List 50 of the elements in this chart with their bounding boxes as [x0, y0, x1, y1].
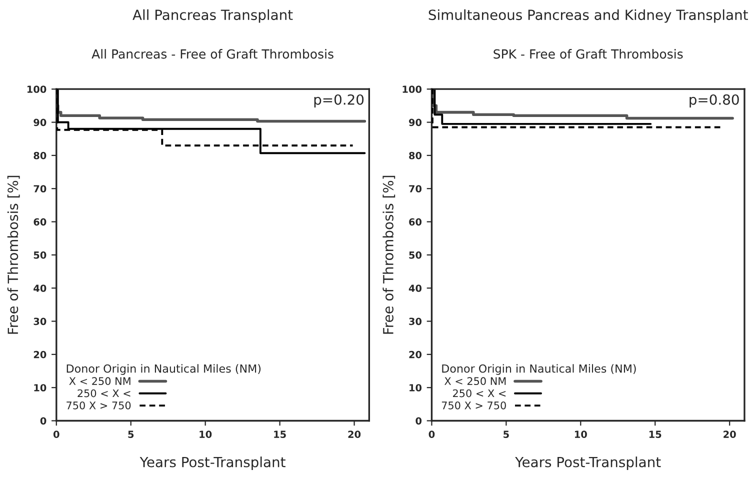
x-tick-label: 15 — [274, 430, 286, 438]
chart-subtitle: All Pancreas - Free of Graft Thrombosis — [92, 49, 334, 59]
x-tick-label: 0 — [53, 430, 60, 438]
y-tick-label: 80 — [34, 152, 46, 160]
x-tick-label: 10 — [200, 430, 212, 438]
x-tick-label: 5 — [128, 430, 134, 438]
y-tick-label: 20 — [409, 350, 422, 358]
legend-label: 750 X > 750 — [442, 401, 506, 410]
y-tick-label: 10 — [34, 384, 46, 392]
legend-label: X < 250 NM — [69, 377, 130, 386]
y-tick-label: 0 — [416, 417, 422, 425]
x-tick-label: 0 — [428, 430, 435, 438]
y-tick-label: 10 — [410, 384, 422, 392]
y-axis-title: Free of Thrombosis [%] — [7, 176, 20, 334]
x-axis-title: Years Post-Transplant — [140, 456, 286, 470]
legend-label: 250 < X < — [78, 389, 130, 398]
y-tick-label: 100 — [27, 86, 46, 93]
y-tick-label: 70 — [34, 185, 46, 192]
y-tick-label: 100 — [402, 86, 422, 93]
y-tick-label: 90 — [34, 118, 46, 126]
y-tick-label: 60 — [409, 218, 422, 226]
x-tick-label: 20 — [724, 430, 736, 438]
y-tick-label: 40 — [34, 284, 46, 292]
y-tick-label: 70 — [409, 185, 422, 192]
y-tick-label: 0 — [40, 417, 46, 425]
chart-title: Simultaneous Pancreas and Kidney Transplant — [428, 9, 748, 23]
x-axis-title: Years Post-Transplant — [515, 456, 661, 470]
legend-label: 250 < X < — [453, 389, 506, 398]
y-axis-title: Free of Thrombosis [%] — [382, 176, 396, 334]
x-tick-label: 15 — [649, 430, 662, 438]
x-tick-label: 5 — [504, 430, 509, 438]
chart-title: All Pancreas Transplant — [132, 9, 293, 23]
annotation: p=0.80 — [690, 94, 739, 108]
legend-label: X < 250 NM — [444, 377, 506, 386]
y-tick-label: 30 — [409, 318, 422, 326]
annotation: p=0.20 — [314, 94, 364, 108]
y-tick-label: 50 — [34, 251, 46, 259]
x-tick-label: 10 — [574, 430, 587, 438]
chart-subtitle: SPK - Free of Graft Thrombosis — [494, 49, 683, 59]
y-tick-label: 30 — [34, 318, 46, 326]
y-tick-label: 20 — [34, 350, 46, 358]
legend-title: Donor Origin in Nautical Miles (NM) — [66, 364, 261, 375]
y-tick-label: 60 — [34, 218, 46, 226]
y-tick-label: 90 — [408, 118, 422, 126]
legend-title: Donor Origin in Nautical Miles (NM) — [442, 364, 636, 375]
y-tick-label: 50 — [409, 251, 422, 259]
y-tick-label: 80 — [409, 152, 422, 160]
x-tick-label: 20 — [348, 430, 361, 438]
legend-label: 750 X > 750 — [66, 401, 131, 410]
y-tick-label: 40 — [408, 284, 422, 292]
